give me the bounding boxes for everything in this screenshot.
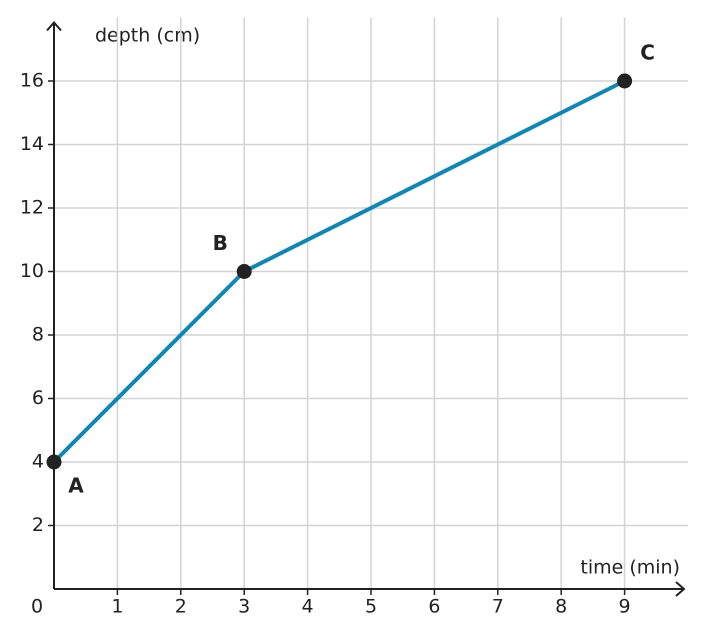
point (617, 73, 633, 89)
y-axis (46, 20, 62, 589)
y-tick-label: 14 (20, 133, 44, 155)
origin-label: 0 (31, 596, 43, 618)
x-tick-label: 5 (365, 596, 377, 618)
y-tick-label: 4 (32, 451, 44, 473)
y-tick-label: 12 (20, 197, 44, 219)
x-tick-label: 2 (175, 596, 187, 618)
x-tick-label: 8 (555, 596, 567, 618)
y-tick-label: 16 (20, 70, 44, 92)
x-tick-label: 1 (111, 596, 123, 618)
grid (54, 17, 688, 589)
point-label: A (68, 474, 84, 498)
y-tick-label: 8 (32, 324, 44, 346)
x-axis-label: time (min) (580, 557, 680, 579)
x-tick-label: 6 (428, 596, 440, 618)
point (236, 264, 252, 279)
x-tick-label: 3 (238, 596, 250, 618)
y-tick-label: 2 (32, 514, 44, 536)
x-tick-label: 7 (492, 596, 504, 618)
y-axis-label: depth (cm) (95, 25, 200, 47)
y-tick-label: 6 (32, 387, 44, 409)
x-axis (54, 581, 686, 597)
y-tick-label: 10 (20, 260, 44, 282)
point-label: B (213, 231, 228, 255)
point-label: C (640, 41, 655, 65)
x-tick-label: 9 (619, 596, 631, 618)
x-tick-label: 4 (302, 596, 314, 618)
point (46, 454, 62, 470)
